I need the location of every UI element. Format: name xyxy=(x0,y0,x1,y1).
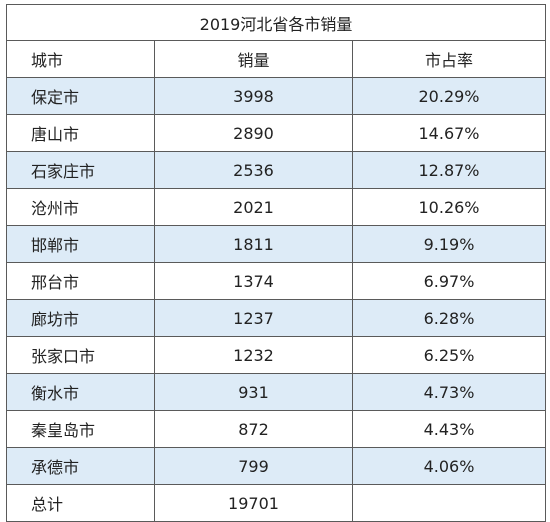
table-row: 邢台市 1374 6.97% xyxy=(6,262,547,300)
table-row: 张家口市 1232 6.25% xyxy=(6,336,547,374)
city-cell: 衡水市 xyxy=(6,373,155,411)
table-row: 石家庄市 2536 12.87% xyxy=(6,151,547,189)
city-cell: 唐山市 xyxy=(6,114,155,152)
sales-cell: 1237 xyxy=(154,299,353,337)
city-cell: 沧州市 xyxy=(6,188,155,226)
total-label: 总计 xyxy=(6,484,155,522)
sales-cell: 799 xyxy=(154,447,353,485)
city-cell: 承德市 xyxy=(6,447,155,485)
table-row: 邯郸市 1811 9.19% xyxy=(6,225,547,263)
total-row: 总计 19701 xyxy=(6,484,547,522)
share-cell: 9.19% xyxy=(351,225,547,263)
share-cell: 12.87% xyxy=(351,151,547,189)
table-row: 衡水市 931 4.73% xyxy=(6,373,547,411)
total-sales: 19701 xyxy=(154,484,353,522)
table-row: 保定市 3998 20.29% xyxy=(6,77,547,115)
sales-cell: 2890 xyxy=(154,114,353,152)
table-row: 秦皇岛市 872 4.43% xyxy=(6,410,547,448)
sales-table: 2019河北省各市销量 城市 销量 市占率 保定市 3998 20.29% 唐山… xyxy=(5,4,547,522)
share-cell: 6.28% xyxy=(351,299,547,337)
header-sales: 销量 xyxy=(154,40,353,78)
title-row: 2019河北省各市销量 xyxy=(5,4,547,41)
share-cell: 20.29% xyxy=(351,77,547,115)
city-cell: 石家庄市 xyxy=(6,151,155,189)
header-row: 城市 销量 市占率 xyxy=(6,40,547,78)
sales-cell: 1811 xyxy=(154,225,353,263)
header-share: 市占率 xyxy=(351,40,547,78)
sales-cell: 2021 xyxy=(154,188,353,226)
total-share xyxy=(351,484,547,522)
sales-cell: 3998 xyxy=(154,77,353,115)
share-cell: 14.67% xyxy=(351,114,547,152)
sales-cell: 931 xyxy=(154,373,353,411)
share-cell: 6.25% xyxy=(351,336,547,374)
city-cell: 秦皇岛市 xyxy=(6,410,155,448)
share-cell: 4.06% xyxy=(351,447,547,485)
table-row: 承德市 799 4.06% xyxy=(6,447,547,485)
share-cell: 6.97% xyxy=(351,262,547,300)
share-cell: 10.26% xyxy=(351,188,547,226)
city-cell: 邢台市 xyxy=(6,262,155,300)
city-cell: 保定市 xyxy=(6,77,155,115)
share-cell: 4.73% xyxy=(351,373,547,411)
share-cell: 4.43% xyxy=(351,410,547,448)
table-title: 2019河北省各市销量 xyxy=(5,4,547,41)
table-row: 沧州市 2021 10.26% xyxy=(6,188,547,226)
city-cell: 邯郸市 xyxy=(6,225,155,263)
header-city: 城市 xyxy=(6,40,155,78)
table-row: 唐山市 2890 14.67% xyxy=(6,114,547,152)
sales-cell: 872 xyxy=(154,410,353,448)
sales-cell: 2536 xyxy=(154,151,353,189)
table-row: 廊坊市 1237 6.28% xyxy=(6,299,547,337)
city-cell: 廊坊市 xyxy=(6,299,155,337)
sales-table-container: 2019河北省各市销量 城市 销量 市占率 保定市 3998 20.29% 唐山… xyxy=(5,4,547,522)
sales-cell: 1374 xyxy=(154,262,353,300)
sales-cell: 1232 xyxy=(154,336,353,374)
city-cell: 张家口市 xyxy=(6,336,155,374)
